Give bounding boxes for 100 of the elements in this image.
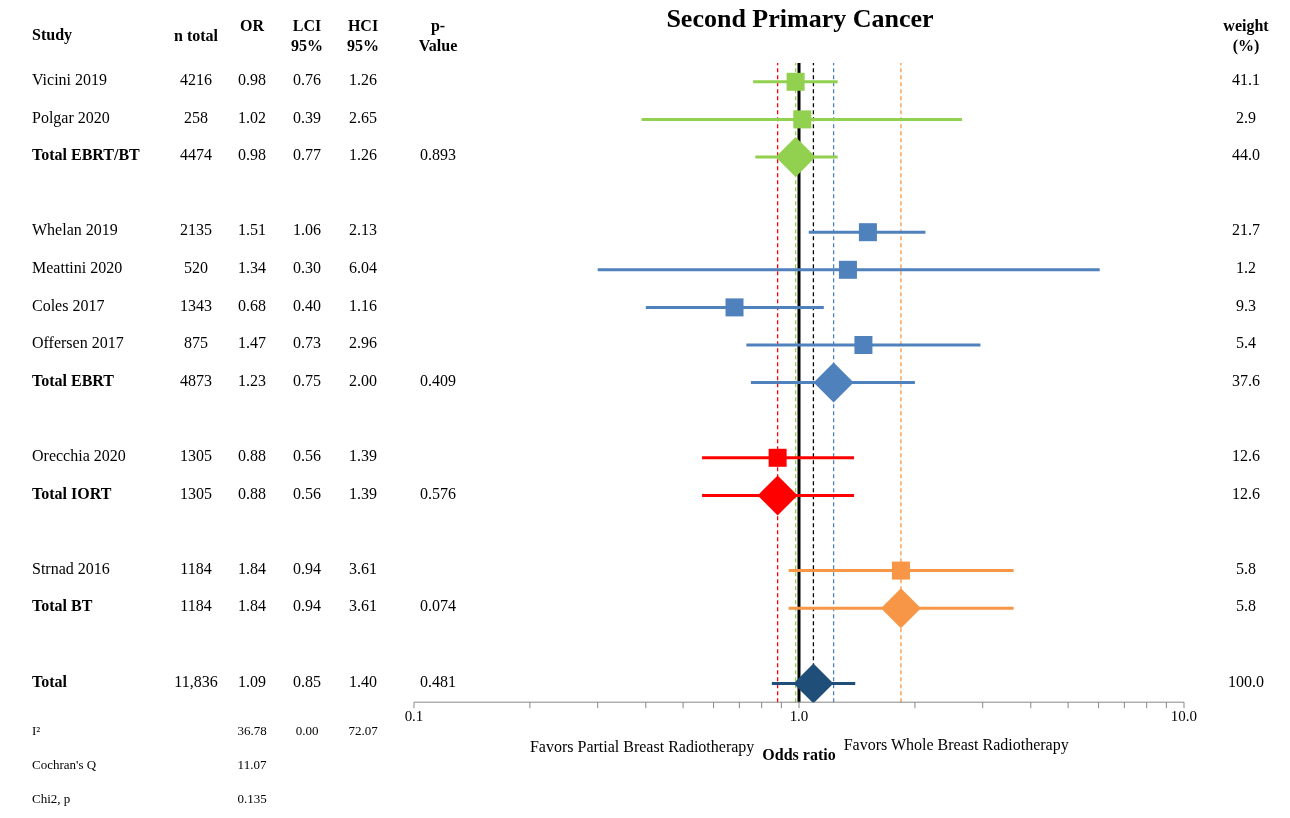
category-label: Total bbox=[32, 672, 67, 691]
data-label: 100.0 bbox=[1227, 672, 1265, 691]
data-label: 37.6 bbox=[1231, 371, 1261, 390]
data-label: 3.61 bbox=[348, 559, 378, 578]
category-label: Vicini 2019 bbox=[32, 71, 108, 89]
data-label: 6.04 bbox=[348, 259, 378, 277]
data-label: 2.96 bbox=[348, 334, 378, 353]
data-label: 0.56 bbox=[292, 447, 322, 465]
category-label: Cochran's Q bbox=[32, 756, 97, 773]
data-label: 0.98 bbox=[237, 146, 267, 165]
category-label: Total IORT bbox=[32, 484, 112, 503]
data-label: 4873 bbox=[179, 371, 213, 390]
text: p-Value bbox=[417, 16, 459, 56]
chart-title: Second Primary Cancer bbox=[666, 4, 934, 33]
category-label: Meattini 2020 bbox=[32, 259, 123, 277]
data-label: 0.409 bbox=[419, 371, 457, 390]
data-label: 5.4 bbox=[1235, 334, 1257, 353]
data-label: 1.34 bbox=[237, 259, 267, 277]
data-label: 1343 bbox=[179, 296, 213, 315]
data-label: 0.98 bbox=[237, 71, 267, 89]
category-label: Polgar 2020 bbox=[32, 108, 110, 127]
data-label: 12.6 bbox=[1231, 447, 1261, 465]
data-label: 0.56 bbox=[292, 484, 322, 503]
data-label: 1.51 bbox=[237, 221, 267, 240]
data-label: 1.23 bbox=[237, 371, 267, 390]
data-label: 0.77 bbox=[292, 146, 322, 165]
data-label: 0.074 bbox=[419, 597, 457, 616]
text: LCI 95% bbox=[290, 16, 324, 56]
data-label: 0.94 bbox=[292, 559, 322, 578]
text: Study bbox=[32, 26, 73, 44]
x-tick-label: 0.1 bbox=[404, 708, 424, 725]
data-label: 5.8 bbox=[1235, 559, 1257, 578]
data-label: 1.02 bbox=[237, 108, 267, 127]
data-label: 9.3 bbox=[1235, 296, 1257, 315]
data-label: 41.1 bbox=[1231, 71, 1261, 89]
data-label: 2.9 bbox=[1235, 108, 1257, 127]
data-label: 0.39 bbox=[292, 108, 322, 127]
data-label: 1.26 bbox=[348, 71, 378, 89]
data-label: 0.00 bbox=[294, 722, 320, 739]
data-label: 5.8 bbox=[1235, 597, 1257, 616]
data-label: 4474 bbox=[179, 146, 213, 165]
data-label: 11,836 bbox=[173, 672, 219, 691]
category-label: Orecchia 2020 bbox=[32, 447, 126, 465]
data-label: 0.85 bbox=[292, 672, 322, 691]
x-axis-title: Odds ratio bbox=[762, 746, 836, 765]
data-label: 12.6 bbox=[1231, 484, 1261, 503]
data-label: 1184 bbox=[179, 559, 213, 578]
category-label: I² bbox=[32, 722, 41, 739]
category-label: Chi2, p bbox=[32, 790, 71, 807]
data-label: 4216 bbox=[179, 71, 213, 89]
data-label: 2.65 bbox=[348, 108, 378, 127]
category-label: Total EBRT/BT bbox=[32, 146, 140, 165]
data-label: 0.73 bbox=[292, 334, 322, 353]
data-label: 1.2 bbox=[1235, 259, 1257, 277]
data-label: 0.481 bbox=[419, 672, 457, 691]
data-label: 0.94 bbox=[292, 597, 322, 616]
data-label: 2.13 bbox=[348, 221, 378, 240]
data-label: 44.0 bbox=[1231, 146, 1261, 165]
data-label: 0.88 bbox=[237, 447, 267, 465]
text: n total bbox=[174, 26, 218, 46]
category-label: Coles 2017 bbox=[32, 296, 105, 315]
data-label: 72.07 bbox=[347, 722, 379, 739]
x-tick-label: 1.0 bbox=[789, 708, 809, 725]
data-label: 1.16 bbox=[348, 296, 378, 315]
text: weight (%) bbox=[1222, 16, 1270, 56]
data-label: 0.68 bbox=[237, 296, 267, 315]
data-label: 258 bbox=[183, 108, 209, 127]
data-label: 36.78 bbox=[236, 722, 268, 739]
category-label: Offersen 2017 bbox=[32, 334, 124, 353]
data-label: 0.75 bbox=[292, 371, 322, 390]
data-label: 1.84 bbox=[237, 559, 267, 578]
data-label: 0.40 bbox=[292, 296, 322, 315]
data-label: 3.61 bbox=[348, 597, 378, 616]
x-tick-label: 10.0 bbox=[1170, 708, 1198, 725]
data-label: 1305 bbox=[179, 484, 213, 503]
data-label: 0.30 bbox=[292, 259, 322, 277]
data-label: 0.893 bbox=[419, 146, 457, 165]
data-label: 1.47 bbox=[237, 334, 267, 353]
text: OR bbox=[240, 16, 264, 36]
data-label: 1184 bbox=[179, 597, 213, 616]
data-label: 21.7 bbox=[1231, 221, 1261, 240]
data-label: 1.26 bbox=[348, 146, 378, 165]
data-label: 1.39 bbox=[348, 447, 378, 465]
text: HCI 95% bbox=[346, 16, 380, 56]
data-label: 0.576 bbox=[419, 484, 457, 503]
data-label: 1305 bbox=[179, 447, 213, 465]
data-label: 11.07 bbox=[236, 756, 268, 773]
data-label: 875 bbox=[183, 334, 209, 353]
category-label: Whelan 2019 bbox=[32, 221, 118, 240]
data-label: 0.88 bbox=[237, 484, 267, 503]
data-label: 2.00 bbox=[348, 371, 378, 390]
data-label: 1.39 bbox=[348, 484, 378, 503]
text: Favors Whole Breast Radiotherapy bbox=[843, 736, 1070, 755]
text: Favors Partial Breast Radiotherapy bbox=[528, 738, 755, 757]
data-label: 520 bbox=[183, 259, 209, 277]
data-label: 0.76 bbox=[292, 71, 322, 89]
data-label: 1.84 bbox=[237, 597, 267, 616]
data-label: 1.40 bbox=[348, 672, 378, 691]
category-label: Strnad 2016 bbox=[32, 559, 110, 578]
data-label: 2135 bbox=[179, 221, 213, 240]
